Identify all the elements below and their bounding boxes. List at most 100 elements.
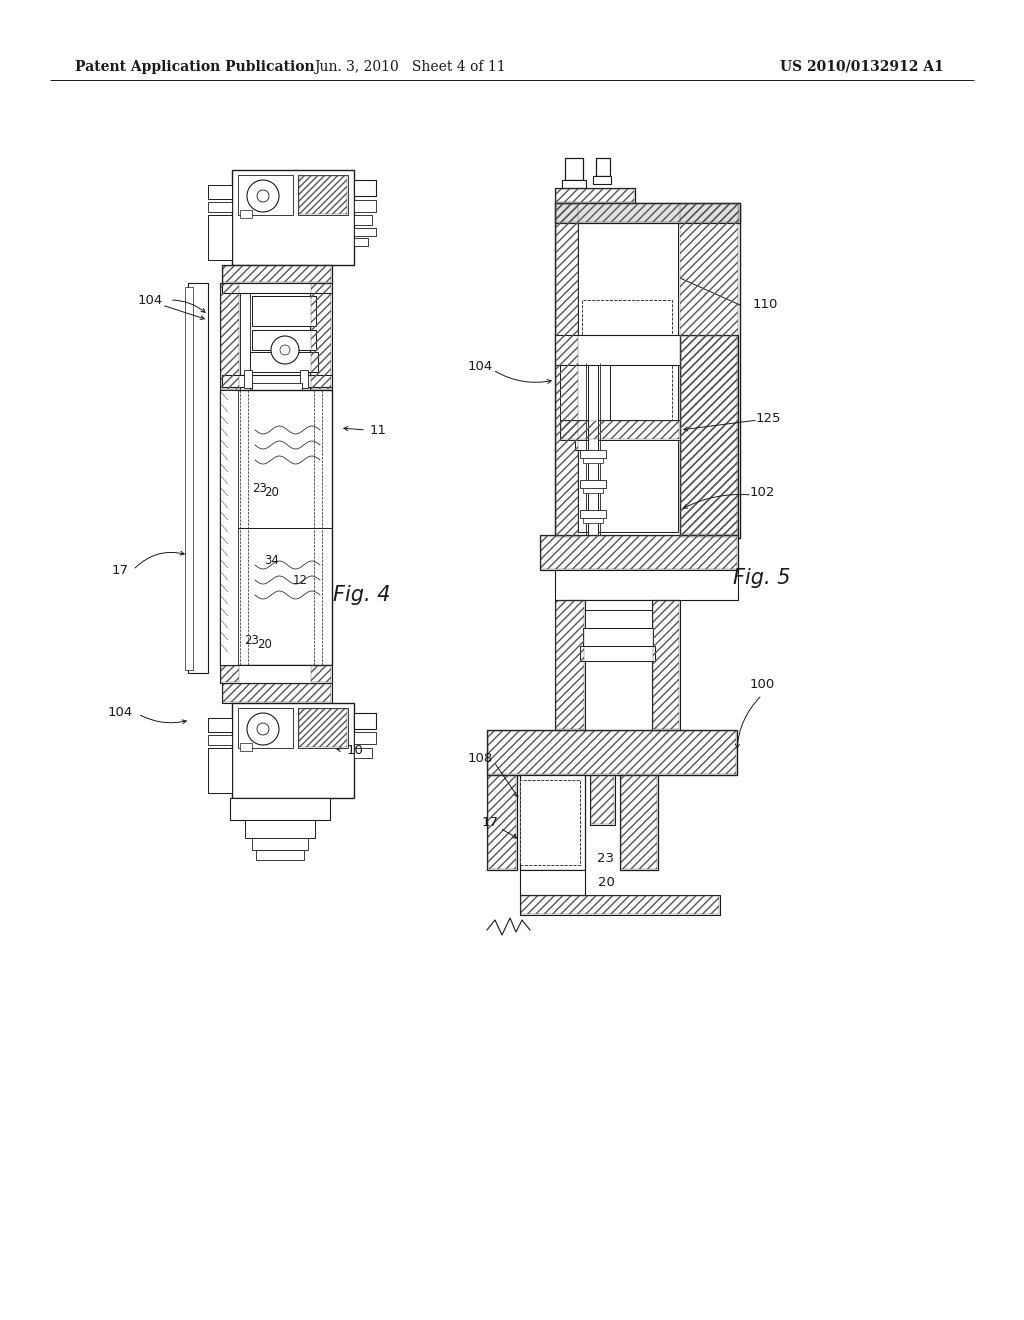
Circle shape bbox=[257, 190, 269, 202]
Bar bbox=[220, 389, 238, 665]
Text: 104: 104 bbox=[467, 360, 493, 374]
Bar bbox=[583, 517, 603, 523]
Bar bbox=[561, 421, 679, 440]
Text: 104: 104 bbox=[137, 293, 163, 306]
Bar bbox=[222, 375, 332, 387]
Bar bbox=[681, 337, 737, 535]
Bar bbox=[590, 775, 615, 825]
Bar bbox=[245, 820, 315, 838]
Bar bbox=[354, 713, 376, 729]
Bar bbox=[585, 610, 652, 628]
Bar bbox=[354, 215, 372, 224]
Bar bbox=[588, 366, 598, 565]
Bar bbox=[311, 284, 331, 389]
Bar bbox=[240, 210, 252, 218]
Bar bbox=[223, 684, 331, 702]
Bar bbox=[185, 286, 193, 671]
Text: 23: 23 bbox=[597, 851, 614, 865]
Bar bbox=[222, 282, 332, 293]
Bar bbox=[680, 335, 738, 535]
Bar bbox=[354, 180, 376, 195]
Bar bbox=[238, 708, 293, 748]
Bar bbox=[583, 458, 603, 463]
Bar bbox=[222, 682, 332, 704]
Bar bbox=[540, 535, 738, 570]
Bar bbox=[575, 425, 595, 450]
Bar bbox=[240, 743, 252, 751]
Bar bbox=[620, 775, 658, 870]
Bar bbox=[591, 776, 614, 824]
Text: 12: 12 bbox=[293, 573, 307, 586]
Bar bbox=[354, 238, 368, 246]
Bar bbox=[208, 748, 232, 793]
Bar bbox=[556, 205, 739, 222]
Bar bbox=[299, 709, 347, 747]
Text: 100: 100 bbox=[750, 678, 774, 692]
Text: 110: 110 bbox=[753, 298, 777, 312]
Bar bbox=[562, 180, 586, 187]
Bar bbox=[299, 176, 347, 214]
Bar bbox=[582, 300, 672, 420]
Bar bbox=[300, 370, 308, 388]
Bar bbox=[354, 748, 372, 758]
Bar bbox=[244, 370, 252, 388]
Bar bbox=[252, 383, 302, 391]
Text: Jun. 3, 2010   Sheet 4 of 11: Jun. 3, 2010 Sheet 4 of 11 bbox=[314, 59, 506, 74]
Bar bbox=[298, 708, 348, 748]
Text: Patent Application Publication: Patent Application Publication bbox=[75, 59, 314, 74]
Bar bbox=[520, 895, 720, 915]
Bar bbox=[252, 330, 316, 350]
Bar bbox=[580, 645, 655, 661]
Bar bbox=[256, 850, 304, 861]
Text: Fig. 5: Fig. 5 bbox=[733, 568, 791, 587]
Bar bbox=[520, 775, 585, 870]
Bar bbox=[220, 282, 240, 389]
Bar bbox=[541, 536, 737, 569]
Bar bbox=[578, 210, 678, 532]
Text: 10: 10 bbox=[346, 743, 364, 756]
Bar bbox=[580, 510, 606, 517]
Text: 23: 23 bbox=[253, 482, 267, 495]
Bar bbox=[653, 601, 679, 729]
Bar bbox=[621, 776, 657, 869]
Text: 11: 11 bbox=[370, 424, 386, 437]
Bar bbox=[565, 601, 678, 630]
Text: 102: 102 bbox=[750, 486, 775, 499]
Bar bbox=[593, 176, 611, 183]
Bar bbox=[252, 838, 308, 850]
Bar bbox=[221, 667, 239, 682]
Bar bbox=[520, 780, 580, 865]
Circle shape bbox=[247, 180, 279, 213]
Bar bbox=[238, 176, 293, 215]
Circle shape bbox=[257, 723, 269, 735]
Text: 108: 108 bbox=[467, 751, 493, 764]
Bar bbox=[555, 203, 740, 223]
Bar bbox=[310, 282, 332, 389]
Bar bbox=[298, 176, 348, 215]
Bar bbox=[208, 718, 232, 733]
Bar bbox=[555, 601, 585, 730]
Text: 23: 23 bbox=[245, 635, 259, 648]
Bar bbox=[487, 730, 737, 775]
Text: 34: 34 bbox=[264, 553, 280, 566]
Bar bbox=[555, 570, 738, 601]
Bar bbox=[521, 896, 719, 913]
Bar bbox=[555, 187, 635, 203]
Bar bbox=[354, 228, 376, 236]
Bar bbox=[488, 731, 736, 774]
Text: 20: 20 bbox=[264, 486, 280, 499]
Bar bbox=[556, 189, 634, 202]
Bar bbox=[487, 775, 517, 870]
Bar bbox=[208, 185, 232, 199]
Text: 20: 20 bbox=[258, 639, 272, 652]
Bar bbox=[556, 601, 584, 729]
Bar bbox=[560, 420, 680, 440]
Circle shape bbox=[247, 713, 279, 744]
Bar bbox=[222, 265, 332, 282]
Bar bbox=[220, 665, 332, 682]
Bar bbox=[488, 776, 516, 869]
Bar bbox=[240, 282, 250, 389]
Bar bbox=[223, 267, 331, 282]
Bar bbox=[252, 296, 316, 326]
Bar bbox=[354, 201, 376, 213]
